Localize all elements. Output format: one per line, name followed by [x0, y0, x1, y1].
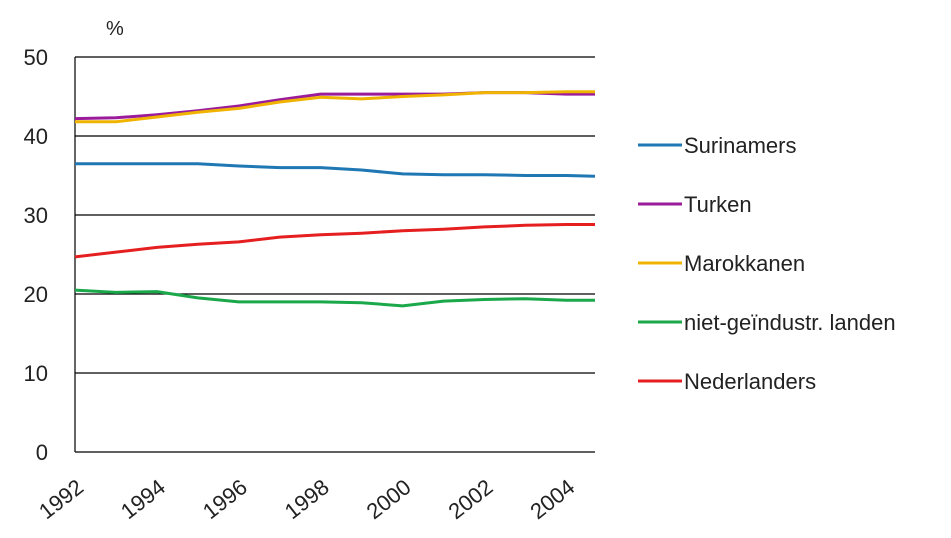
- series-line-3: [74, 288, 595, 308]
- x-tick-label: 1994: [116, 474, 170, 524]
- y-tick-label: 50: [24, 45, 48, 70]
- x-tick-label: 1998: [280, 474, 334, 524]
- series-lines: [74, 90, 596, 308]
- series-line-0: [75, 162, 596, 178]
- legend-label: Turken: [684, 192, 752, 217]
- legend: Surinamers Turken Marokkanen niet-geïndustr…: [638, 133, 896, 394]
- y-axis-ticks: 0 10 20 30 40 50: [24, 45, 48, 465]
- series-line-4: [74, 223, 595, 259]
- y-tick-label: 30: [24, 203, 48, 228]
- x-tick-label: 2000: [362, 474, 416, 524]
- x-tick-label: 1992: [34, 474, 88, 524]
- x-axis-ticks: 1992 1994 1996 1998 2000 2002 2004: [34, 474, 579, 524]
- legend-label: Nederlanders: [684, 369, 816, 394]
- series-line-2: [75, 90, 595, 124]
- y-tick-label: 0: [36, 440, 48, 465]
- y-axis-unit-label: %: [106, 18, 124, 40]
- x-tick-label: 2004: [525, 474, 579, 524]
- y-tick-label: 40: [24, 124, 48, 149]
- x-tick-label: 2002: [444, 474, 498, 524]
- legend-label: Marokkanen: [684, 251, 805, 276]
- gridlines: [75, 56, 595, 453]
- legend-label: Surinamers: [684, 133, 796, 158]
- x-tick-label: 1996: [198, 474, 252, 524]
- y-tick-label: 20: [24, 282, 48, 307]
- legend-label: niet-geïndustr. landen: [684, 310, 896, 335]
- y-tick-label: 10: [24, 361, 48, 386]
